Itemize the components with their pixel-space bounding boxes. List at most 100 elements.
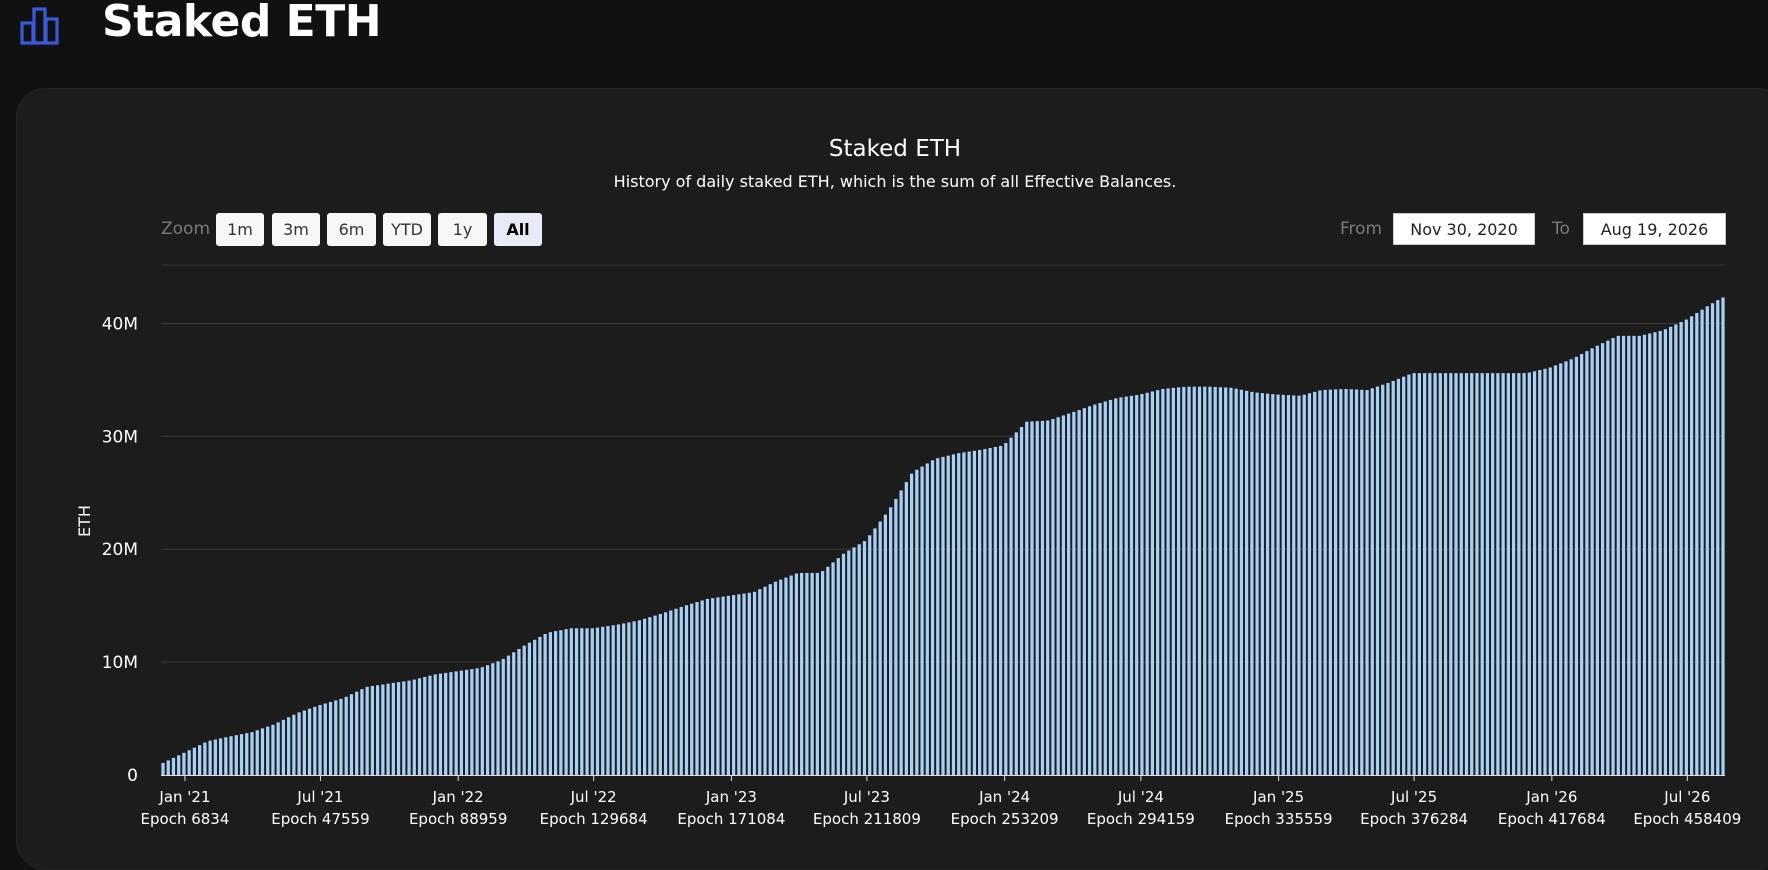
chart-bar[interactable] bbox=[1449, 373, 1453, 775]
chart-bar[interactable] bbox=[1098, 402, 1102, 775]
chart-bar[interactable] bbox=[1313, 391, 1317, 775]
chart-bar[interactable] bbox=[1386, 382, 1390, 775]
chart-bar[interactable] bbox=[485, 665, 490, 775]
chart-bar[interactable] bbox=[909, 473, 914, 775]
chart-bar[interactable] bbox=[574, 628, 579, 775]
chart-bar[interactable] bbox=[465, 669, 469, 775]
chart-bar[interactable] bbox=[1354, 389, 1359, 775]
chart-bar[interactable] bbox=[302, 710, 306, 775]
chart-bar[interactable] bbox=[1470, 373, 1474, 775]
chart-bar[interactable] bbox=[376, 685, 380, 775]
chart-bar[interactable] bbox=[1538, 370, 1542, 775]
chart-bar[interactable] bbox=[784, 577, 788, 775]
chart-bar[interactable] bbox=[794, 573, 799, 775]
chart-bar[interactable] bbox=[538, 636, 542, 775]
chart-bar[interactable] bbox=[857, 544, 861, 775]
chart-bar[interactable] bbox=[590, 628, 594, 775]
chart-bar[interactable] bbox=[695, 602, 699, 775]
chart-bar[interactable] bbox=[1365, 390, 1369, 775]
chart-bar[interactable] bbox=[559, 630, 563, 775]
chart-bar[interactable] bbox=[737, 594, 741, 775]
chart-bar[interactable] bbox=[1145, 392, 1149, 775]
chart-bar[interactable] bbox=[417, 678, 422, 775]
chart-bar[interactable] bbox=[721, 596, 725, 775]
chart-bar[interactable] bbox=[250, 732, 254, 775]
chart-bar[interactable] bbox=[381, 684, 385, 775]
chart-bar[interactable] bbox=[1543, 368, 1547, 775]
chart-bar[interactable] bbox=[564, 629, 568, 775]
chart-bar[interactable] bbox=[1396, 378, 1401, 775]
chart-bar[interactable] bbox=[1218, 387, 1223, 775]
chart-bar[interactable] bbox=[1093, 404, 1097, 775]
chart-bar[interactable] bbox=[1229, 387, 1233, 775]
chart-bar[interactable] bbox=[894, 498, 898, 775]
chart-bar[interactable] bbox=[1328, 389, 1333, 775]
chart-bar[interactable] bbox=[936, 458, 940, 775]
zoom-all-button[interactable]: All bbox=[494, 213, 542, 246]
chart-bar[interactable] bbox=[548, 632, 553, 775]
chart-bar[interactable] bbox=[407, 680, 411, 775]
chart-bar[interactable] bbox=[182, 752, 186, 775]
chart-bar[interactable] bbox=[245, 733, 249, 775]
from-date-input[interactable] bbox=[1393, 213, 1535, 245]
chart-bar[interactable] bbox=[1265, 393, 1270, 775]
chart-bar[interactable] bbox=[1658, 330, 1662, 775]
chart-bar[interactable] bbox=[444, 672, 448, 775]
chart-bar[interactable] bbox=[1632, 335, 1636, 775]
chart-bar[interactable] bbox=[1564, 361, 1568, 775]
chart-bar[interactable] bbox=[1156, 390, 1160, 775]
chart-bar[interactable] bbox=[873, 528, 877, 775]
chart-bar[interactable] bbox=[726, 595, 730, 775]
chart-bar[interactable] bbox=[925, 463, 929, 775]
chart-bar[interactable] bbox=[224, 737, 228, 775]
chart-bar[interactable] bbox=[972, 450, 977, 775]
chart-bar[interactable] bbox=[1061, 415, 1066, 775]
chart-bar[interactable] bbox=[805, 572, 809, 775]
chart-bar[interactable] bbox=[1067, 413, 1071, 775]
chart-bar[interactable] bbox=[1297, 395, 1301, 775]
chart-bar[interactable] bbox=[1318, 390, 1322, 775]
chart-bar[interactable] bbox=[501, 658, 505, 775]
chart-bar[interactable] bbox=[334, 700, 338, 775]
chart-bar[interactable] bbox=[1381, 384, 1385, 775]
chart-bar[interactable] bbox=[1250, 391, 1254, 775]
zoom-3m-button[interactable]: 3m bbox=[272, 213, 320, 246]
chart-bar[interactable] bbox=[789, 575, 793, 775]
chart-bar[interactable] bbox=[171, 757, 176, 775]
chart-bar[interactable] bbox=[1600, 343, 1605, 775]
chart-bar[interactable] bbox=[328, 701, 333, 775]
chart-bar[interactable] bbox=[281, 719, 286, 775]
chart-bar[interactable] bbox=[815, 572, 819, 775]
chart-bar[interactable] bbox=[1292, 395, 1296, 775]
chart-bar[interactable] bbox=[1271, 394, 1275, 775]
chart-bar[interactable] bbox=[266, 726, 270, 775]
chart-bar[interactable] bbox=[747, 592, 751, 775]
chart-bar[interactable] bbox=[1082, 408, 1086, 775]
chart-bar[interactable] bbox=[1402, 376, 1406, 775]
chart-bar[interactable] bbox=[1009, 437, 1013, 775]
chart-bar[interactable] bbox=[396, 682, 401, 775]
chart-bar[interactable] bbox=[1030, 421, 1034, 775]
chart-bar[interactable] bbox=[449, 672, 453, 775]
chart-bar[interactable] bbox=[1129, 395, 1134, 775]
chart-bar[interactable] bbox=[983, 449, 987, 775]
chart-bar[interactable] bbox=[1433, 373, 1437, 775]
chart-bar[interactable] bbox=[1040, 420, 1045, 775]
chart-bar[interactable] bbox=[868, 535, 872, 775]
chart-bar[interactable] bbox=[1595, 345, 1599, 775]
chart-bar[interactable] bbox=[1585, 351, 1589, 775]
chart-bar[interactable] bbox=[622, 623, 626, 775]
chart-bar[interactable] bbox=[941, 456, 945, 775]
chart-bar[interactable] bbox=[663, 612, 668, 775]
chart-bar[interactable] bbox=[883, 514, 888, 775]
chart-bar[interactable] bbox=[1407, 374, 1411, 775]
chart-bar[interactable] bbox=[611, 625, 615, 775]
chart-bar[interactable] bbox=[229, 736, 233, 775]
chart-bar[interactable] bbox=[711, 598, 715, 775]
chart-bar[interactable] bbox=[930, 460, 935, 775]
chart-bar[interactable] bbox=[402, 681, 406, 775]
chart-bar[interactable] bbox=[475, 668, 479, 775]
chart-bar[interactable] bbox=[412, 679, 416, 775]
chart-bar[interactable] bbox=[1004, 443, 1008, 775]
chart-bar[interactable] bbox=[679, 606, 683, 775]
